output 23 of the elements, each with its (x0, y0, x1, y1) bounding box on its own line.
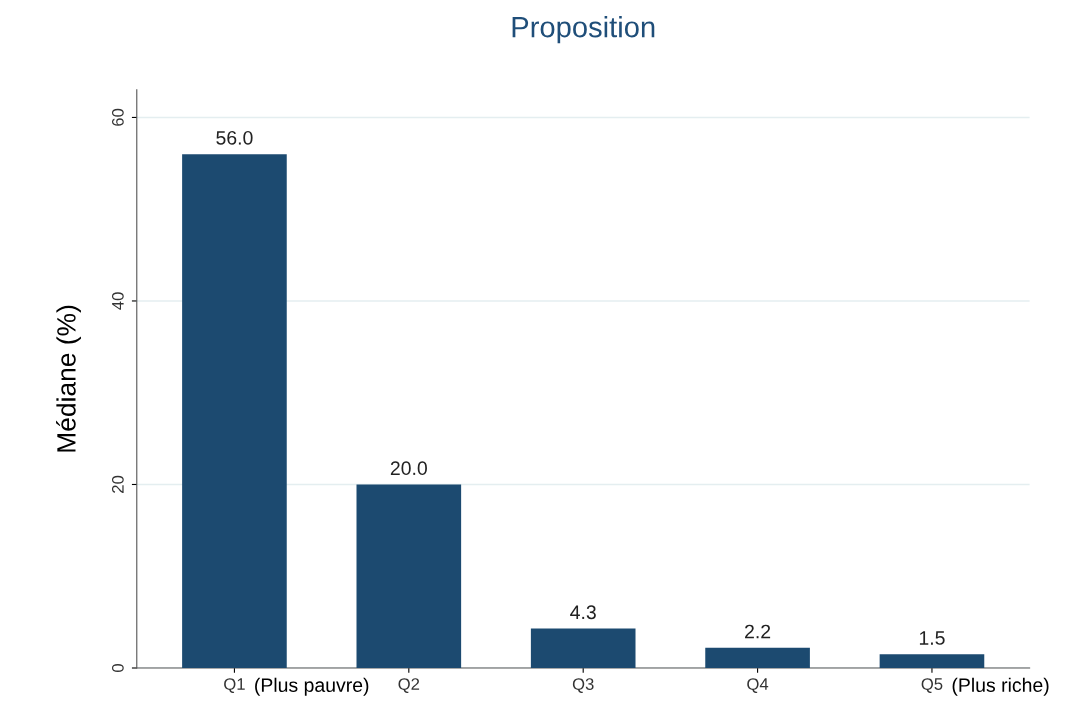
data-label: 56.0 (216, 130, 253, 145)
data-label: 4.3 (570, 605, 596, 620)
y-tick-label: 0 (111, 664, 124, 672)
y-tick-label: 60 (111, 108, 124, 126)
data-label: 20.0 (390, 461, 427, 476)
chart-title: Proposition (512, 16, 655, 44)
x-tick-label: Q2 (398, 678, 420, 693)
x-tick-label: Q3 (572, 678, 594, 693)
text: (Plus riche) (952, 677, 1049, 696)
x-tick-label: Q4 (747, 678, 769, 693)
y-tick-label: 20 (111, 475, 124, 493)
bar (530, 628, 636, 668)
bar (356, 484, 462, 668)
text: (Plus pauvre) (255, 677, 369, 696)
data-label: 1.5 (919, 631, 945, 645)
data-label: 2.2 (745, 624, 771, 639)
y-tick-label: 40 (111, 292, 124, 310)
bar (705, 647, 810, 668)
bar (879, 654, 985, 668)
x-tick-label: Q5 (921, 678, 943, 693)
bar (182, 154, 287, 668)
x-tick-label: Q1 (224, 678, 245, 693)
y-axis-title: Médiane (%) (56, 305, 81, 452)
